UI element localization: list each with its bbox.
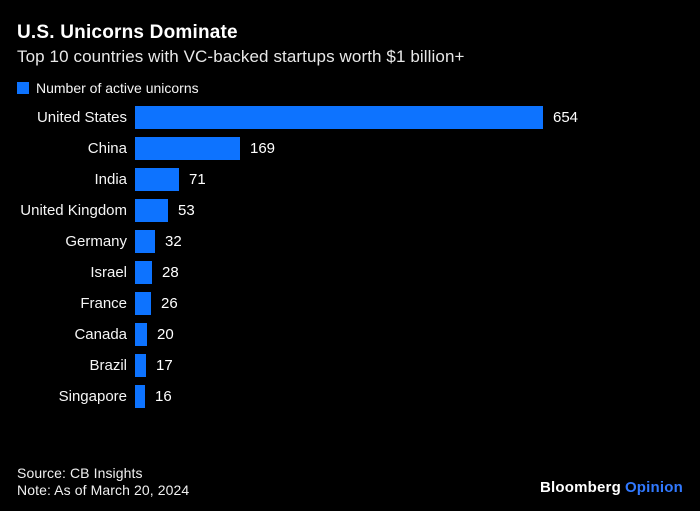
bar [135, 168, 179, 191]
category-label: Germany [65, 233, 127, 250]
category-label: Canada [74, 326, 127, 343]
chart-row: Singapore 16 [0, 385, 700, 408]
value-label: 28 [162, 264, 179, 281]
bar [135, 137, 240, 160]
legend-label: Number of active unicorns [36, 80, 199, 96]
chart-title: U.S. Unicorns Dominate [17, 22, 238, 43]
source-note: Source: CB Insights [17, 465, 143, 481]
value-label: 71 [189, 171, 206, 188]
category-label: United Kingdom [20, 202, 127, 219]
chart-row: China 169 [0, 137, 700, 160]
value-label: 53 [178, 202, 195, 219]
value-label: 169 [250, 140, 276, 157]
bar-chart: United States 654 China 169 India 71 United Ki… [0, 106, 700, 408]
chart-row: Canada 20 [0, 323, 700, 346]
category-label: Singapore [58, 388, 127, 405]
bar [135, 323, 147, 346]
chart-row: United Kingdom 53 [0, 199, 700, 222]
category-label: India [94, 171, 127, 188]
value-label: 17 [156, 357, 173, 374]
legend: Number of active unicorns [17, 80, 199, 96]
bar [135, 230, 155, 253]
chart-row: Israel 28 [0, 261, 700, 284]
category-label: Israel [90, 264, 127, 281]
value-label: 32 [165, 233, 182, 250]
value-label: 654 [553, 109, 579, 126]
bloomberg-opinion-logo: Bloomberg Opinion [540, 479, 683, 496]
bar [135, 385, 145, 408]
value-label: 26 [161, 295, 178, 312]
chart-row: United States 654 [0, 106, 700, 129]
chart-row: Brazil 17 [0, 354, 700, 377]
brand-division: Opinion [624, 479, 683, 496]
category-label: Brazil [89, 357, 127, 374]
category-label: United States [36, 109, 127, 126]
bar [135, 199, 168, 222]
chart-row: India 71 [0, 168, 700, 191]
bar [135, 292, 151, 315]
bar [135, 106, 543, 129]
bar [135, 354, 146, 377]
chart-row: Germany 32 [0, 230, 700, 253]
chart-subtitle: Top 10 countries with VC-backed startups… [17, 47, 465, 66]
bar [135, 261, 152, 284]
date-note: Note: As of March 20, 2024 [17, 482, 190, 498]
legend-swatch-icon [17, 82, 29, 94]
chart-row: France 26 [0, 292, 700, 315]
category-label: France [80, 295, 127, 312]
brand-name: Bloomberg [539, 479, 621, 496]
value-label: 20 [157, 326, 174, 343]
category-label: China [87, 140, 127, 157]
value-label: 16 [155, 388, 172, 405]
footer-notes: Source: CB Insights Note: As of March 20… [17, 465, 189, 499]
